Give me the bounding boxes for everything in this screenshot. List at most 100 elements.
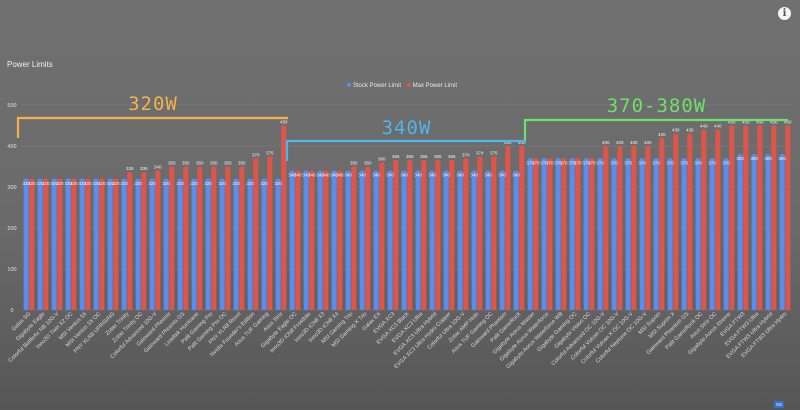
bar-max <box>155 170 161 310</box>
bar-max <box>645 146 651 310</box>
data-label-stock: 380 <box>764 156 772 161</box>
bar-stock <box>569 158 575 310</box>
bar-stock <box>177 178 183 310</box>
bar-max <box>281 125 287 310</box>
data-label-stock: 370 <box>708 160 716 165</box>
bar-max <box>99 178 105 310</box>
bar-max <box>631 146 637 310</box>
y-tick-label: 500 <box>7 103 16 109</box>
data-label-max: 350 <box>224 161 232 166</box>
bar-max <box>407 159 413 310</box>
data-label-max: 350 <box>210 161 218 166</box>
info-icon[interactable]: i <box>778 7 791 20</box>
bar-max <box>519 146 525 310</box>
data-label-stock: 370 <box>694 160 702 165</box>
bar-stock <box>443 170 449 310</box>
data-label-max: 374 <box>476 151 484 156</box>
screen-share-icon[interactable] <box>774 401 784 408</box>
y-tick-label: 400 <box>7 144 16 150</box>
bar-max <box>729 125 735 310</box>
bar-stock <box>275 178 281 310</box>
bar-stock <box>415 170 421 310</box>
bar-max <box>225 166 231 310</box>
bar-max <box>351 166 357 310</box>
y-tick-label: 0 <box>10 308 13 314</box>
data-label-max: 400 <box>504 140 512 145</box>
bar-max <box>267 156 273 310</box>
bar-max <box>113 178 119 310</box>
data-label-max: 400 <box>602 140 610 145</box>
data-label-max: 320 <box>56 181 64 186</box>
bar-max <box>743 125 749 310</box>
data-label-max: 450 <box>280 120 288 125</box>
data-label-max: 340 <box>308 173 316 178</box>
bar-max <box>505 146 511 310</box>
data-label-max: 370 <box>532 160 540 165</box>
data-label-stock: 340 <box>442 173 450 178</box>
data-label-max: 350 <box>238 161 246 166</box>
bar-stock <box>751 154 757 310</box>
data-label-stock: 340 <box>428 173 436 178</box>
bar-max <box>323 170 329 310</box>
bar-max <box>561 158 567 310</box>
bar-stock <box>23 178 29 310</box>
data-label-stock: 320 <box>274 181 282 186</box>
bar-max <box>715 129 721 310</box>
bar-stock <box>65 178 71 310</box>
bar-stock <box>765 154 771 310</box>
bar-max <box>757 125 763 310</box>
data-label-max: 366 <box>420 154 428 159</box>
bar-stock <box>359 170 365 310</box>
y-tick-label: 300 <box>7 185 16 191</box>
data-label-stock: 370 <box>680 160 688 165</box>
data-label-max: 450 <box>756 120 764 125</box>
bar-stock <box>149 178 155 310</box>
bar-max <box>309 170 315 310</box>
data-label-max: 375 <box>266 150 274 155</box>
bar-stock <box>303 170 309 310</box>
legend-label-max: Max Power Limit <box>412 83 458 89</box>
data-label-max: 340 <box>154 165 162 170</box>
bar-max <box>141 172 147 310</box>
bar-stock <box>191 178 197 310</box>
bar-max <box>211 166 217 310</box>
bar-stock <box>219 178 225 310</box>
data-label-max: 320 <box>42 181 50 186</box>
bar-stock <box>555 158 561 310</box>
data-label-stock: 340 <box>288 173 296 178</box>
bar-stock <box>583 158 589 310</box>
data-label-stock: 320 <box>120 181 128 186</box>
data-label-max: 400 <box>518 140 526 145</box>
data-label-max: 400 <box>616 140 624 145</box>
bar-max <box>547 158 553 310</box>
bar-max <box>463 158 469 310</box>
chart-legend: Stock Power Limit Max Power Limit <box>0 83 800 89</box>
data-label-max: 370 <box>560 160 568 165</box>
data-label-max: 430 <box>686 128 694 133</box>
data-label-stock: 340 <box>330 173 338 178</box>
data-label-max: 400 <box>644 140 652 145</box>
bar-max <box>617 146 623 310</box>
legend-label-stock: Stock Power Limit <box>352 83 401 89</box>
bar-stock <box>625 158 631 310</box>
bar-max <box>253 158 259 310</box>
bar-stock <box>527 158 533 310</box>
bar-max <box>169 166 175 310</box>
bar-max <box>43 178 49 310</box>
data-label-stock: 370 <box>638 160 646 165</box>
bar-stock <box>51 178 57 310</box>
data-label-stock: 320 <box>78 181 86 186</box>
data-label-stock: 370 <box>722 160 730 165</box>
data-label-max: 375 <box>490 150 498 155</box>
data-label-max: 420 <box>658 132 666 137</box>
data-label-max: 400 <box>630 140 638 145</box>
data-label-max: 320 <box>98 181 106 186</box>
bar-stock <box>93 178 99 310</box>
data-label-max: 350 <box>364 161 372 166</box>
data-label-stock: 340 <box>498 173 506 178</box>
bar-stock <box>457 170 463 310</box>
group-label: 320W <box>128 93 178 115</box>
bar-stock <box>387 170 393 310</box>
bar-stock <box>681 158 687 310</box>
data-label-stock: 340 <box>386 173 394 178</box>
